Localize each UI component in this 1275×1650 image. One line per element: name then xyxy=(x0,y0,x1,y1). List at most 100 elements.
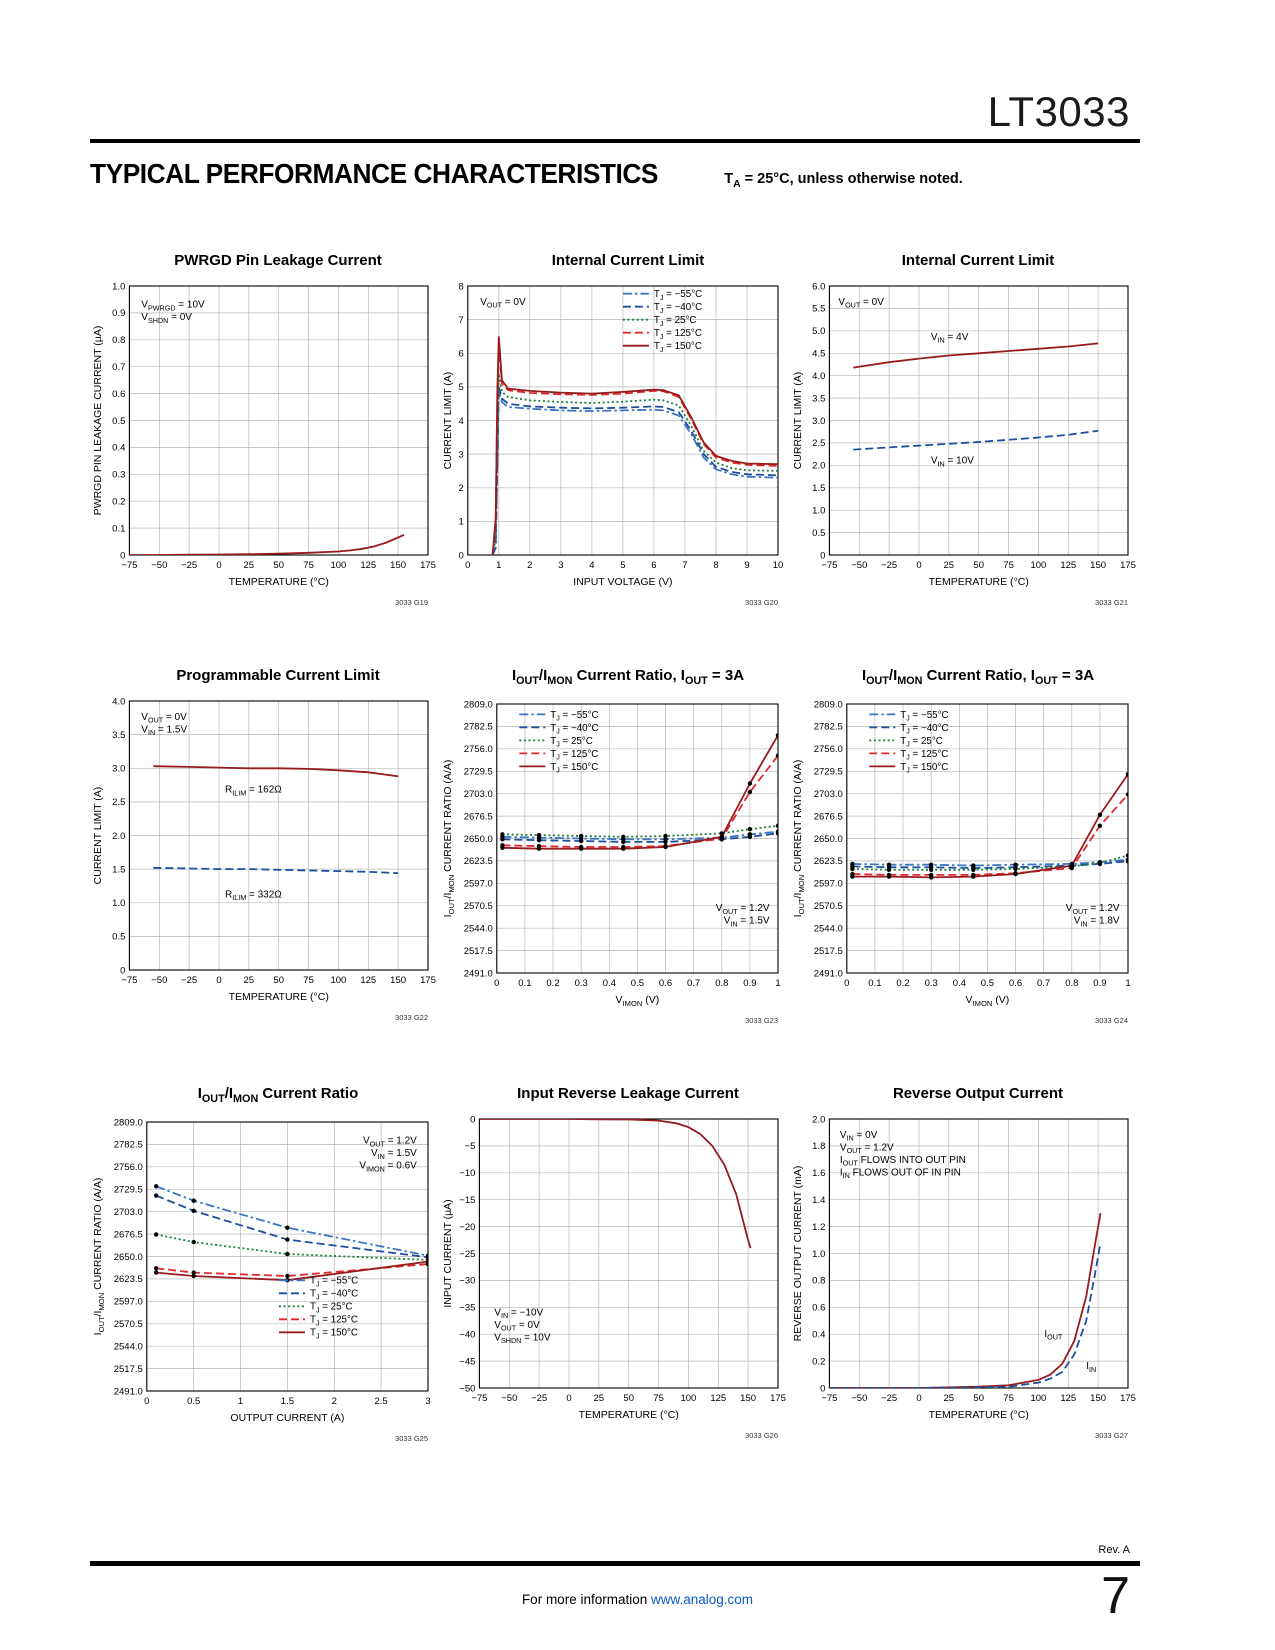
axis-labels: 0 0.5 1 1.5 2 2.5 3 2491.0 2517.5 2544.0 2570.5 259… xyxy=(92,1117,431,1443)
svg-text:2570.5: 2570.5 xyxy=(464,901,493,912)
svg-text:100: 100 xyxy=(330,975,346,986)
svg-text:4: 4 xyxy=(459,416,464,427)
series-line xyxy=(129,533,405,555)
data-marker xyxy=(747,789,753,795)
svg-text:2: 2 xyxy=(459,483,464,494)
svg-text:3033 G24: 3033 G24 xyxy=(1095,1016,1128,1025)
svg-text:2676.5: 2676.5 xyxy=(464,811,493,822)
data-marker xyxy=(719,831,724,836)
svg-text:VIN = 10V: VIN = 10V xyxy=(931,456,974,469)
axis-labels: −75 −50 −25 0 25 50 75 100 125 150 175 0 0.2 0.4 0.6 0.… xyxy=(792,1114,1136,1440)
data-marker xyxy=(850,874,855,879)
data-marker xyxy=(191,1270,196,1275)
series-line xyxy=(155,1194,429,1259)
svg-text:125: 125 xyxy=(360,560,376,571)
svg-text:50: 50 xyxy=(623,1393,634,1404)
svg-text:TJ = −40°C: TJ = −40°C xyxy=(654,302,702,315)
data-marker xyxy=(1069,863,1074,868)
svg-text:VIMON (V): VIMON (V) xyxy=(966,994,1010,1008)
chart-3033-G23: IOUT/IMON Current Ratio, IOUT = 3A 0 0.1 0.… xyxy=(440,667,790,1027)
svg-text:2570.5: 2570.5 xyxy=(814,901,843,912)
svg-text:2703.0: 2703.0 xyxy=(814,789,843,800)
svg-text:1.5: 1.5 xyxy=(812,483,825,494)
svg-text:1: 1 xyxy=(459,517,464,528)
svg-text:2676.5: 2676.5 xyxy=(114,1229,143,1240)
data-marker xyxy=(850,866,855,872)
svg-text:−35: −35 xyxy=(459,1303,475,1314)
svg-text:2.0: 2.0 xyxy=(112,831,125,842)
svg-text:RILIM = 162Ω: RILIM = 162Ω xyxy=(225,785,282,798)
legend: TJ = −55°CTJ = −40°CTJ = 25°CTJ = 125°CT… xyxy=(519,710,599,775)
svg-text:0: 0 xyxy=(216,560,221,571)
svg-text:TJ = 25°C: TJ = 25°C xyxy=(550,736,593,749)
svg-text:PWRGD PIN LEAKAGE CURRENT (µA): PWRGD PIN LEAKAGE CURRENT (µA) xyxy=(92,326,104,516)
svg-text:0.6: 0.6 xyxy=(659,978,672,989)
svg-text:2.5: 2.5 xyxy=(374,1396,387,1407)
svg-text:IOUT/IMON CURRENT RATIO (A/A): IOUT/IMON CURRENT RATIO (A/A) xyxy=(792,760,806,918)
svg-text:TJ = −55°C: TJ = −55°C xyxy=(310,1276,358,1289)
analog-link[interactable]: www.analog.com xyxy=(650,1592,754,1607)
series-line xyxy=(502,830,779,841)
svg-text:TJ = 150°C: TJ = 150°C xyxy=(550,762,598,775)
plot-border xyxy=(496,703,779,974)
svg-text:TJ = 150°C: TJ = 150°C xyxy=(900,762,948,775)
svg-text:2597.0: 2597.0 xyxy=(464,879,493,890)
svg-text:0.4: 0.4 xyxy=(112,443,125,454)
svg-text:VIMON (V): VIMON (V) xyxy=(616,994,660,1008)
section-header: TYPICAL PERFORMANCE CHARACTERISTICS TA =… xyxy=(90,158,1175,190)
series-line xyxy=(829,1213,1102,1388)
svg-text:2782.5: 2782.5 xyxy=(814,722,843,733)
data-marker xyxy=(1097,860,1103,866)
svg-text:VIN = 1.5V: VIN = 1.5V xyxy=(371,1148,417,1161)
svg-text:150: 150 xyxy=(390,560,406,571)
svg-text:−25: −25 xyxy=(459,1249,475,1260)
data-marker xyxy=(886,867,892,872)
svg-text:−75: −75 xyxy=(121,560,137,571)
svg-text:175: 175 xyxy=(1120,560,1136,571)
chart-canvas: −75 −50 −25 0 25 50 75 100 125 150 175 0 0.5 1.0 1.5 2.… xyxy=(792,281,1136,607)
svg-text:75: 75 xyxy=(303,975,314,986)
data-marker xyxy=(747,834,753,839)
svg-text:0.4: 0.4 xyxy=(953,978,966,989)
data-marker xyxy=(500,845,505,850)
svg-text:−25: −25 xyxy=(531,1393,547,1404)
svg-text:2809.0: 2809.0 xyxy=(814,699,843,710)
data-marker xyxy=(500,832,505,837)
chart-title: Reverse Output Current xyxy=(892,1085,1064,1102)
legend: TJ = −55°CTJ = −40°CTJ = 25°CTJ = 125°CT… xyxy=(278,1276,358,1341)
revision-label: Rev. A xyxy=(1098,1544,1130,1556)
series xyxy=(829,1213,1102,1388)
svg-text:−50: −50 xyxy=(151,975,167,986)
svg-text:TEMPERATURE (°C): TEMPERATURE (°C) xyxy=(929,576,1029,588)
svg-text:2809.0: 2809.0 xyxy=(464,699,493,710)
series xyxy=(154,1184,429,1283)
svg-text:175: 175 xyxy=(1120,1393,1136,1404)
axis-labels: 0 0.1 0.2 0.3 0.4 0.5 0.6 0.7 0.8 0.9 1 2491.0 2517.… xyxy=(442,699,781,1025)
svg-text:−75: −75 xyxy=(821,1393,837,1404)
svg-text:TJ = 25°C: TJ = 25°C xyxy=(900,736,943,749)
svg-text:0: 0 xyxy=(465,560,470,571)
svg-text:1.8: 1.8 xyxy=(812,1141,825,1152)
svg-text:CURRENT LIMIT (A): CURRENT LIMIT (A) xyxy=(442,372,454,470)
svg-text:TJ = −55°C: TJ = −55°C xyxy=(654,289,702,302)
annotations: VOUT = 0V VIN = 4V VIN = 10V xyxy=(838,297,974,469)
svg-text:2756.0: 2756.0 xyxy=(464,744,493,755)
series xyxy=(129,533,405,555)
data-marker xyxy=(971,874,976,879)
axis-labels: −75 −50 −25 0 25 50 75 100 125 150 175 0 0.5 1.0 1.5 2.… xyxy=(92,696,436,1022)
svg-text:0.5: 0.5 xyxy=(812,528,825,539)
svg-text:0.5: 0.5 xyxy=(187,1396,200,1407)
svg-text:2570.5: 2570.5 xyxy=(114,1319,143,1330)
data-marker xyxy=(1125,859,1129,864)
svg-text:2650.0: 2650.0 xyxy=(114,1252,143,1263)
svg-text:2782.5: 2782.5 xyxy=(464,722,493,733)
svg-text:IOUT/IMON CURRENT RATIO (A/A): IOUT/IMON CURRENT RATIO (A/A) xyxy=(442,760,456,918)
data-marker xyxy=(425,1259,429,1264)
svg-text:5.0: 5.0 xyxy=(812,326,825,337)
svg-text:RILIM = 332Ω: RILIM = 332Ω xyxy=(225,889,282,902)
svg-text:−50: −50 xyxy=(501,1393,517,1404)
svg-text:VSHDN = 0V: VSHDN = 0V xyxy=(141,312,192,325)
svg-text:150: 150 xyxy=(390,975,406,986)
svg-text:2491.0: 2491.0 xyxy=(814,968,843,979)
